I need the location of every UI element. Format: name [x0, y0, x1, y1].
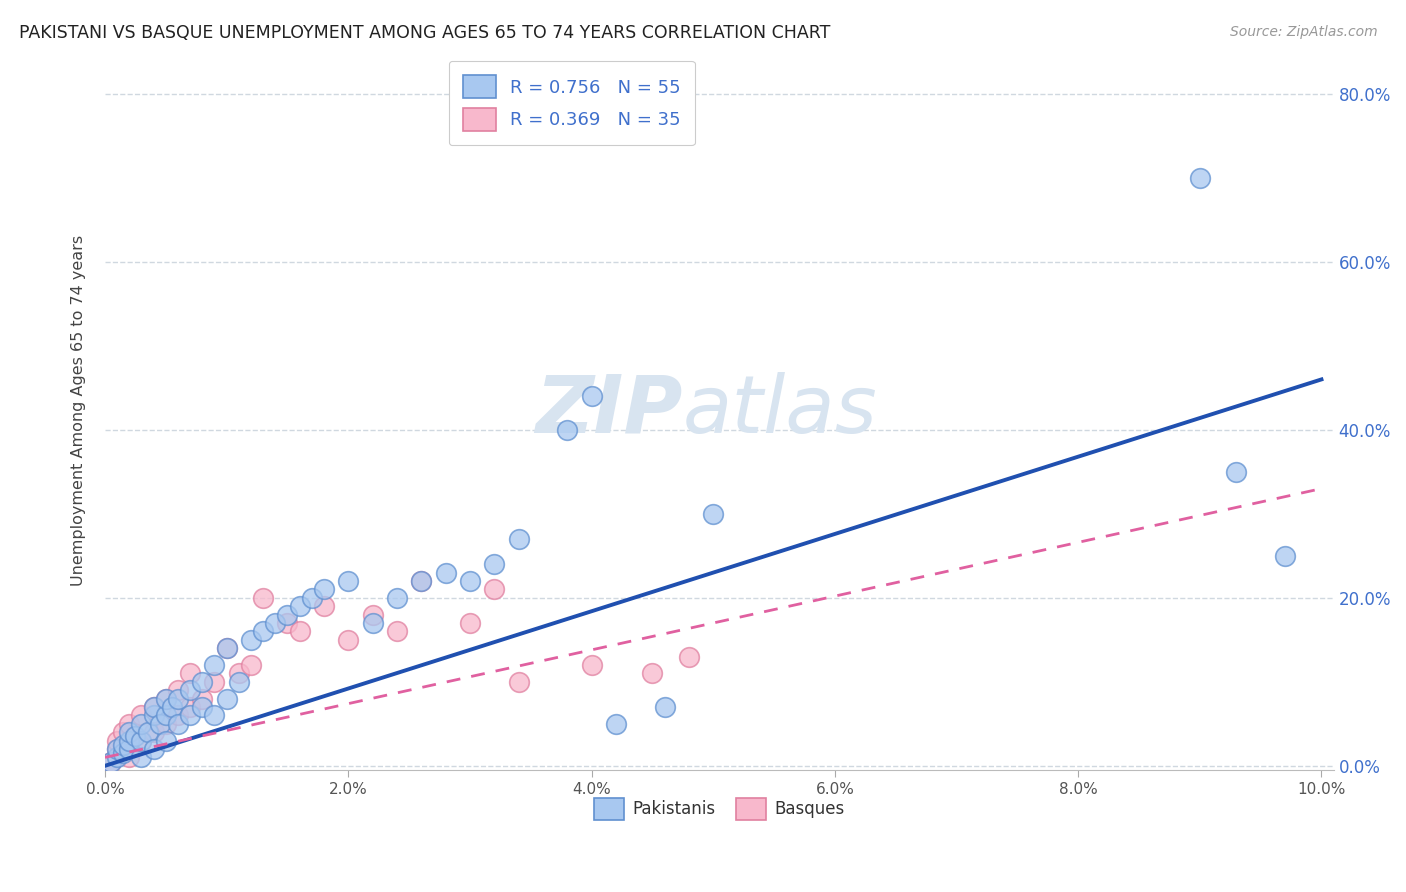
Point — [508, 674, 530, 689]
Legend: Pakistanis, Basques: Pakistanis, Basques — [588, 791, 851, 826]
Text: Source: ZipAtlas.com: Source: ZipAtlas.com — [1230, 25, 1378, 39]
Point — [204, 708, 226, 723]
Point — [179, 666, 201, 681]
Point — [252, 591, 274, 605]
Point — [312, 582, 335, 597]
Point — [131, 716, 153, 731]
Point — [1188, 170, 1211, 185]
Point — [1225, 465, 1247, 479]
Point — [136, 725, 159, 739]
Point — [167, 716, 190, 731]
Point — [155, 708, 177, 723]
Point — [155, 733, 177, 747]
Point — [100, 755, 122, 769]
Point — [191, 691, 214, 706]
Point — [411, 574, 433, 588]
Point — [337, 574, 360, 588]
Point — [191, 700, 214, 714]
Point — [155, 691, 177, 706]
Point — [167, 691, 190, 706]
Y-axis label: Unemployment Among Ages 65 to 74 years: Unemployment Among Ages 65 to 74 years — [72, 235, 86, 586]
Point — [458, 615, 481, 630]
Point — [131, 733, 153, 747]
Point — [484, 582, 506, 597]
Point — [411, 574, 433, 588]
Point — [155, 716, 177, 731]
Point — [142, 708, 165, 723]
Point — [228, 666, 250, 681]
Point — [118, 733, 141, 747]
Point — [385, 624, 408, 639]
Point — [508, 532, 530, 546]
Point — [288, 599, 311, 614]
Point — [228, 674, 250, 689]
Point — [654, 700, 676, 714]
Point — [276, 607, 298, 622]
Point — [361, 607, 384, 622]
Point — [160, 700, 183, 714]
Point — [678, 649, 700, 664]
Point — [179, 700, 201, 714]
Point — [105, 742, 128, 756]
Point — [131, 750, 153, 764]
Point — [118, 750, 141, 764]
Point — [167, 683, 190, 698]
Point — [361, 615, 384, 630]
Point — [105, 750, 128, 764]
Point — [118, 742, 141, 756]
Point — [434, 566, 457, 580]
Point — [385, 591, 408, 605]
Point — [131, 733, 153, 747]
Point — [204, 674, 226, 689]
Point — [118, 716, 141, 731]
Point — [239, 658, 262, 673]
Point — [215, 691, 238, 706]
Point — [131, 708, 153, 723]
Point — [179, 708, 201, 723]
Point — [581, 658, 603, 673]
Point — [605, 716, 627, 731]
Point — [142, 725, 165, 739]
Point — [581, 389, 603, 403]
Point — [337, 632, 360, 647]
Point — [105, 742, 128, 756]
Point — [142, 700, 165, 714]
Text: atlas: atlas — [682, 372, 877, 450]
Point — [301, 591, 323, 605]
Point — [484, 558, 506, 572]
Point — [191, 674, 214, 689]
Text: PAKISTANI VS BASQUE UNEMPLOYMENT AMONG AGES 65 TO 74 YEARS CORRELATION CHART: PAKISTANI VS BASQUE UNEMPLOYMENT AMONG A… — [20, 24, 831, 42]
Point — [112, 746, 135, 760]
Point — [149, 716, 172, 731]
Point — [458, 574, 481, 588]
Point — [155, 691, 177, 706]
Point — [112, 725, 135, 739]
Point — [641, 666, 664, 681]
Point — [112, 738, 135, 752]
Point — [124, 730, 146, 744]
Point — [142, 700, 165, 714]
Point — [204, 658, 226, 673]
Point — [215, 641, 238, 656]
Point — [252, 624, 274, 639]
Point — [312, 599, 335, 614]
Point — [215, 641, 238, 656]
Point — [1274, 549, 1296, 563]
Point — [239, 632, 262, 647]
Point — [179, 683, 201, 698]
Point — [288, 624, 311, 639]
Point — [276, 615, 298, 630]
Point — [702, 507, 724, 521]
Point — [118, 725, 141, 739]
Point — [264, 615, 287, 630]
Text: ZIP: ZIP — [536, 372, 682, 450]
Point — [105, 733, 128, 747]
Point — [142, 742, 165, 756]
Point — [555, 423, 578, 437]
Point — [100, 755, 122, 769]
Point — [167, 708, 190, 723]
